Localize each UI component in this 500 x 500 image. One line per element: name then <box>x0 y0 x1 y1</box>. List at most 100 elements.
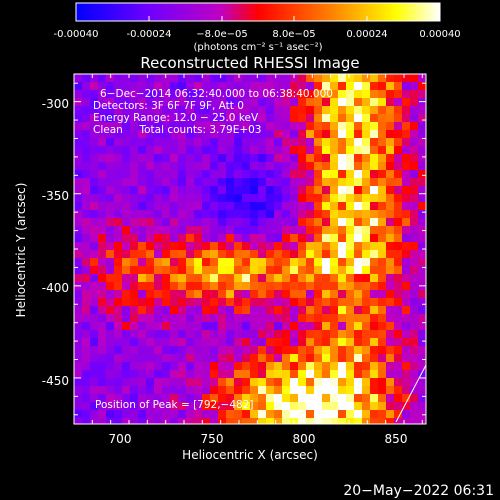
heatmap-cell <box>138 146 146 154</box>
heatmap-cell <box>362 338 370 346</box>
heatmap-cell <box>170 82 178 90</box>
heatmap-cell <box>98 266 106 274</box>
heatmap-cell <box>210 418 218 424</box>
heatmap-cell <box>242 410 250 418</box>
heatmap-cell <box>402 162 410 170</box>
heatmap-cell <box>210 138 218 146</box>
heatmap-cell <box>354 210 362 218</box>
heatmap-cell <box>138 258 146 266</box>
heatmap-cell <box>162 298 170 306</box>
heatmap-cell <box>170 170 178 178</box>
heatmap-cell <box>234 114 242 122</box>
heatmap-cell <box>410 330 418 338</box>
heatmap-cell <box>194 202 202 210</box>
heatmap-cell <box>90 418 98 424</box>
heatmap-cell <box>346 410 354 418</box>
heatmap-cell <box>370 378 378 386</box>
heatmap-cell <box>154 90 162 98</box>
heatmap-cell <box>186 178 194 186</box>
heatmap-cell <box>274 82 282 90</box>
heatmap-cell <box>202 162 210 170</box>
heatmap-cell <box>402 146 410 154</box>
heatmap-cell <box>170 146 178 154</box>
heatmap-cell <box>202 298 210 306</box>
heatmap-cell <box>378 242 386 250</box>
heatmap-cell <box>290 370 298 378</box>
heatmap-cell <box>170 346 178 354</box>
heatmap-cell <box>234 90 242 98</box>
heatmap-cell <box>218 314 226 322</box>
heatmap-cell <box>186 378 194 386</box>
heatmap-cell <box>194 258 202 266</box>
heatmap-cell <box>122 314 130 322</box>
heatmap-cell <box>90 306 98 314</box>
heatmap-cell <box>370 410 378 418</box>
heatmap-cell <box>138 210 146 218</box>
heatmap-cell <box>314 202 322 210</box>
heatmap-cell <box>282 322 290 330</box>
heatmap-cell <box>378 258 386 266</box>
heatmap-cell <box>178 186 186 194</box>
heatmap-cell <box>274 338 282 346</box>
heatmap-cell <box>346 346 354 354</box>
heatmap-cell <box>146 82 154 90</box>
heatmap-cell <box>306 210 314 218</box>
heatmap-cell <box>178 154 186 162</box>
heatmap-cell <box>146 410 154 418</box>
colorbar-tick-label: 0.00024 <box>346 29 387 40</box>
heatmap-cell <box>290 402 298 410</box>
heatmap-cell <box>386 298 394 306</box>
heatmap-cell <box>418 130 426 138</box>
heatmap-cell <box>250 290 258 298</box>
heatmap-cell <box>410 362 418 370</box>
heatmap-cell <box>90 210 98 218</box>
heatmap-cell <box>218 218 226 226</box>
heatmap-cell <box>394 322 402 330</box>
heatmap-cell <box>282 298 290 306</box>
heatmap-cell <box>386 266 394 274</box>
heatmap-cell <box>106 378 114 386</box>
heatmap-cell <box>194 162 202 170</box>
heatmap-cell <box>186 170 194 178</box>
heatmap-cell <box>306 186 314 194</box>
heatmap-cell <box>386 82 394 90</box>
heatmap-cell <box>130 386 138 394</box>
heatmap-cell <box>114 210 122 218</box>
heatmap-cell <box>194 418 202 424</box>
heatmap-cell <box>210 306 218 314</box>
heatmap-cell <box>330 394 338 402</box>
heatmap-cell <box>74 146 82 154</box>
heatmap-cell <box>98 258 106 266</box>
heatmap-cell <box>338 290 346 298</box>
heatmap-cell <box>402 362 410 370</box>
heatmap-cell <box>274 114 282 122</box>
heatmap-cell <box>386 210 394 218</box>
heatmap-cell <box>378 210 386 218</box>
heatmap-cell <box>330 306 338 314</box>
heatmap-cell <box>106 210 114 218</box>
heatmap-cell <box>74 402 82 410</box>
heatmap-cell <box>330 362 338 370</box>
heatmap-cell <box>378 90 386 98</box>
heatmap-cell <box>170 106 178 114</box>
heatmap-cell <box>234 282 242 290</box>
heatmap-cell <box>130 290 138 298</box>
heatmap-cell <box>226 218 234 226</box>
heatmap-cell <box>266 370 274 378</box>
heatmap-cell <box>258 138 266 146</box>
heatmap-cell <box>122 402 130 410</box>
heatmap-cell <box>418 410 426 418</box>
heatmap-cell <box>362 106 370 114</box>
heatmap-cell <box>362 242 370 250</box>
heatmap-cell <box>186 122 194 130</box>
heatmap-cell <box>178 250 186 258</box>
heatmap-cell <box>274 346 282 354</box>
heatmap-cell <box>386 194 394 202</box>
heatmap-cell <box>306 354 314 362</box>
heatmap-cell <box>122 394 130 402</box>
heatmap-cell <box>98 410 106 418</box>
heatmap-cell <box>98 362 106 370</box>
heatmap-cell <box>178 162 186 170</box>
heatmap-cell <box>74 338 82 346</box>
heatmap-cell <box>402 154 410 162</box>
